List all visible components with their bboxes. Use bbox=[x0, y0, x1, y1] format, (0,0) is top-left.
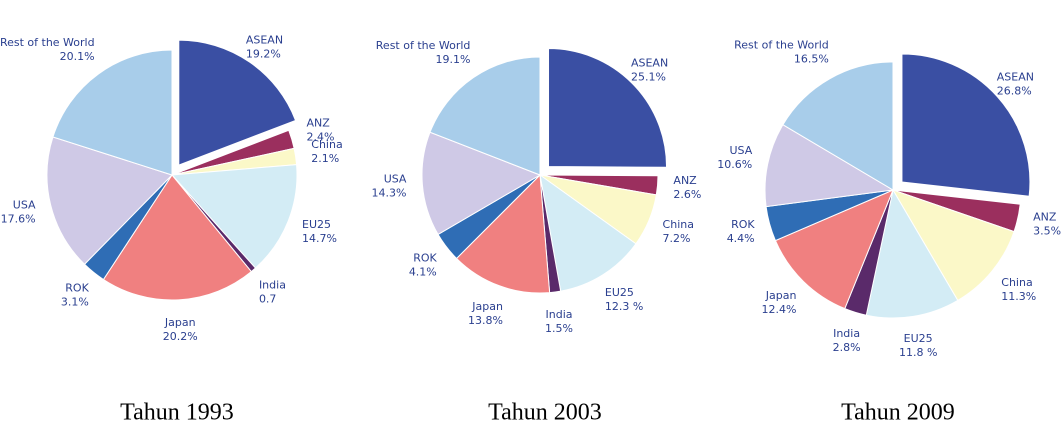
slice-label: Japan bbox=[164, 316, 196, 329]
slice-label: EU25 bbox=[302, 218, 331, 231]
pie-slice bbox=[455, 173, 551, 294]
slice-label: EU25 bbox=[904, 332, 933, 345]
slice-value: 1.5% bbox=[545, 322, 573, 335]
slice-label: Japan bbox=[765, 289, 797, 302]
slice-label: ROK bbox=[731, 218, 755, 231]
slice-label: ROK bbox=[65, 282, 89, 295]
slice-value: 10.6% bbox=[717, 158, 752, 171]
pie-slice bbox=[774, 189, 894, 310]
slice-label: USA bbox=[13, 198, 36, 211]
slice-label: Rest of the World bbox=[734, 39, 829, 52]
chart-title: Tahun 2009 bbox=[841, 400, 955, 426]
chart-title: Tahun 1993 bbox=[120, 400, 234, 426]
slice-label: India bbox=[833, 327, 860, 340]
slice-label: ASEAN bbox=[246, 33, 283, 46]
slice-value: 2.1% bbox=[311, 152, 339, 165]
slice-value: 0.7 bbox=[259, 293, 277, 306]
slice-label: China bbox=[311, 138, 342, 151]
pie-slice bbox=[539, 173, 637, 292]
slice-label: USA bbox=[729, 144, 752, 157]
slice-value: 25.1% bbox=[631, 71, 666, 84]
slice-label: China bbox=[663, 218, 694, 231]
slice-value: 3.1% bbox=[61, 296, 89, 309]
slice-value: 20.1% bbox=[60, 50, 95, 63]
slice-value: 2.4% bbox=[307, 131, 335, 144]
slice-value: 11.8 % bbox=[899, 346, 937, 359]
slice-label: India bbox=[546, 308, 573, 321]
slice-label: ANZ bbox=[307, 117, 331, 130]
pie-slice bbox=[178, 39, 297, 166]
pie-slice bbox=[891, 189, 1015, 302]
slice-label: Rest of the World bbox=[0, 36, 95, 49]
slice-value: 2.6% bbox=[673, 188, 701, 201]
slice-value: 19.1% bbox=[435, 53, 470, 66]
slice-value: 12.4% bbox=[761, 303, 796, 316]
slice-label: ROK bbox=[413, 251, 437, 264]
slice-value: 14.7% bbox=[302, 232, 337, 245]
slice-value: 11.3% bbox=[1001, 290, 1036, 303]
pie-slice bbox=[764, 124, 895, 208]
slice-value: 4.1% bbox=[409, 265, 437, 278]
pie-slice bbox=[52, 49, 173, 176]
slice-label: USA bbox=[384, 173, 407, 186]
pie-slice bbox=[170, 164, 298, 269]
slice-value: 19.2% bbox=[246, 47, 281, 60]
pie-slice bbox=[46, 136, 173, 265]
slice-label: Rest of the World bbox=[376, 39, 471, 52]
slice-label: China bbox=[1001, 276, 1032, 289]
slice-label: ASEAN bbox=[997, 71, 1034, 84]
slice-label: India bbox=[259, 279, 286, 292]
chart-title: Tahun 2003 bbox=[488, 400, 602, 426]
slice-value: 14.3% bbox=[372, 187, 407, 200]
pie-slice bbox=[421, 131, 542, 236]
slice-value: 13.8% bbox=[468, 314, 503, 327]
slice-label: EU25 bbox=[605, 286, 634, 299]
pie-slice bbox=[865, 188, 959, 319]
pie-slice bbox=[548, 48, 668, 168]
slice-value: 7.2% bbox=[663, 232, 691, 245]
pie-slice bbox=[782, 61, 894, 191]
slice-value: 12.3 % bbox=[605, 300, 643, 313]
slice-label: Japan bbox=[471, 300, 503, 313]
pie-slice bbox=[429, 56, 541, 176]
slice-value: 2.8% bbox=[833, 341, 861, 354]
slice-value: 17.6% bbox=[1, 212, 36, 225]
slice-label: ANZ bbox=[1033, 211, 1057, 224]
slice-value: 3.5% bbox=[1033, 225, 1061, 238]
slice-label: ANZ bbox=[673, 174, 697, 187]
slice-value: 26.8% bbox=[997, 85, 1032, 98]
slice-value: 20.2% bbox=[163, 330, 198, 343]
pie-slice bbox=[901, 53, 1031, 197]
slice-label: ASEAN bbox=[631, 57, 668, 70]
slice-value: 4.4% bbox=[727, 232, 755, 245]
slice-value: 16.5% bbox=[794, 53, 829, 66]
pie-slice bbox=[102, 174, 253, 301]
